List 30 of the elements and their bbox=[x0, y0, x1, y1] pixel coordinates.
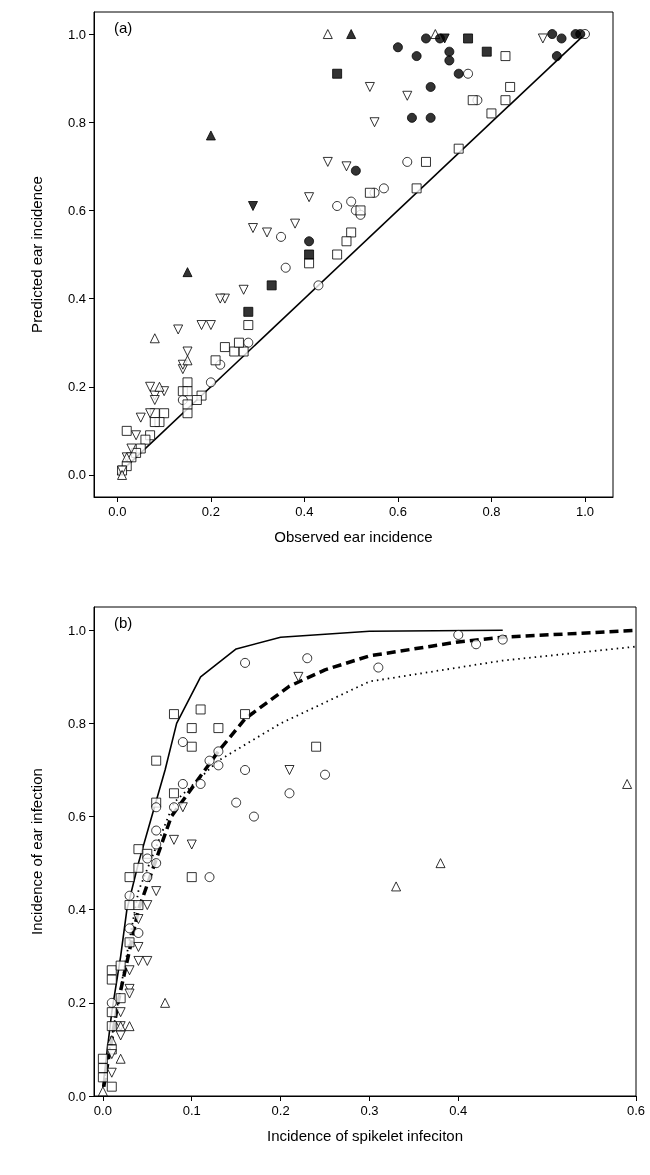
y-axis-title: Predicted ear incidence bbox=[28, 176, 45, 333]
y-tick-label: 0.8 bbox=[67, 715, 86, 731]
y-tick-label: 1.0 bbox=[67, 622, 86, 638]
x-tick-label: 0.6 bbox=[388, 504, 407, 519]
x-tick-label: 0.2 bbox=[201, 504, 220, 519]
x-tick-label: 0.2 bbox=[271, 1103, 290, 1118]
y-tick-label: 0.0 bbox=[67, 467, 86, 483]
y-tick-label: 0.6 bbox=[67, 809, 86, 825]
annotation: (b) bbox=[114, 614, 133, 631]
y-axis-title: Incidence of ear infection bbox=[28, 768, 45, 935]
x-tick-label: 0.6 bbox=[626, 1103, 646, 1118]
y-tick-label: 0.4 bbox=[67, 902, 86, 918]
x-axis-title: Observed ear incidence bbox=[274, 528, 433, 545]
y-tick-label: 0.2 bbox=[67, 379, 86, 395]
x-tick-label: 0.3 bbox=[360, 1103, 379, 1118]
y-tick-label: 0.4 bbox=[67, 291, 86, 307]
x-tick-label: 0.0 bbox=[108, 504, 127, 519]
annotation: (a) bbox=[114, 19, 133, 36]
x-tick-label: 1.0 bbox=[575, 504, 594, 519]
y-tick-label: 0.2 bbox=[67, 995, 86, 1011]
x-tick-label: 0.4 bbox=[449, 1103, 468, 1118]
x-axis-title: Incidence of spikelet infeciton bbox=[267, 1127, 463, 1144]
x-tick-label: 0.8 bbox=[482, 504, 501, 519]
x-tick-label: 0.0 bbox=[93, 1103, 112, 1118]
x-tick-label: 0.4 bbox=[295, 504, 314, 519]
y-tick-label: 0.8 bbox=[67, 114, 86, 130]
y-tick-label: 1.0 bbox=[67, 26, 86, 42]
x-tick-label: 0.1 bbox=[182, 1103, 201, 1118]
y-tick-label: 0.6 bbox=[67, 202, 86, 218]
y-tick-label: 0.0 bbox=[67, 1088, 86, 1104]
